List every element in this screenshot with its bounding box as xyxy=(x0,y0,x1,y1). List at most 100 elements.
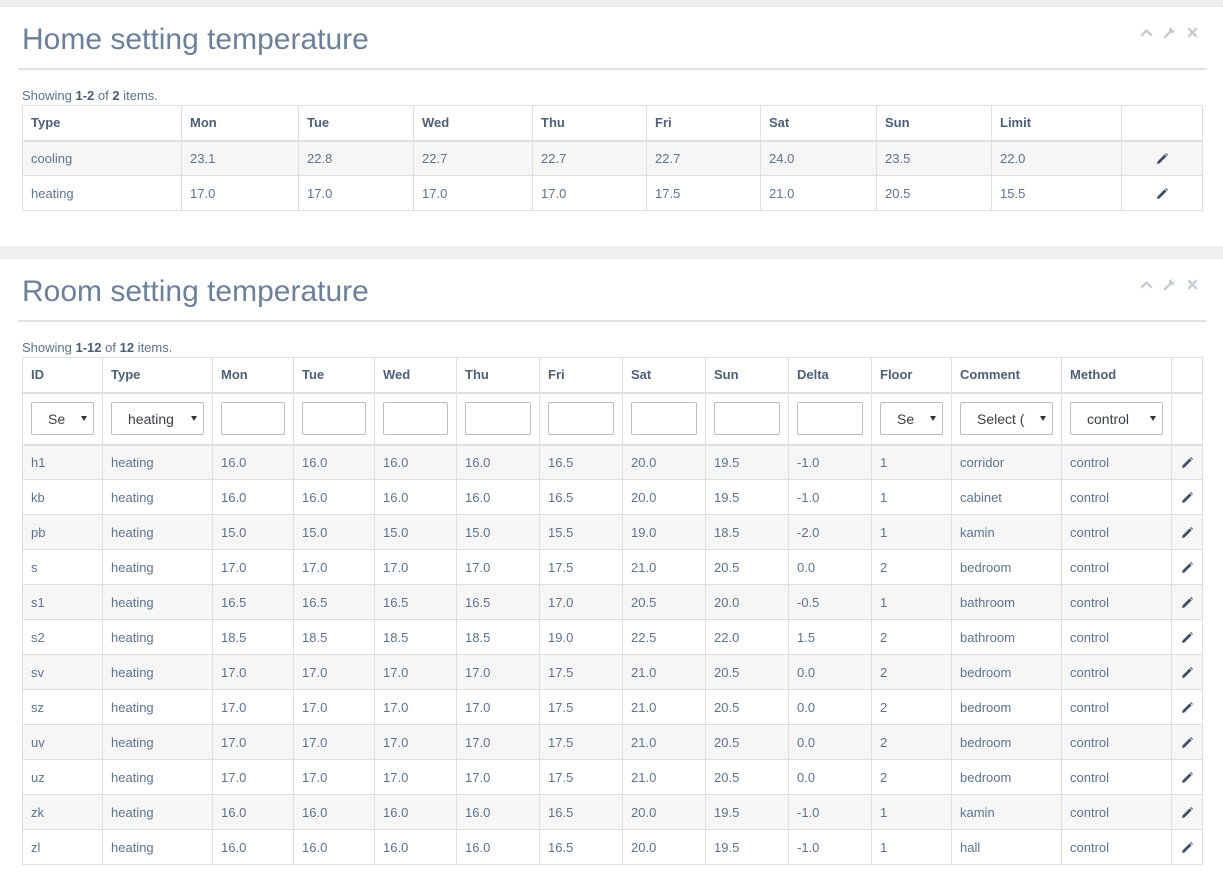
pencil-icon[interactable] xyxy=(1180,771,1194,785)
cell-sat: 20.5 xyxy=(622,584,706,620)
cell-wed: 16.0 xyxy=(374,829,457,865)
column-header-delta[interactable]: Delta xyxy=(788,357,872,394)
close-icon[interactable] xyxy=(1186,278,1199,291)
cell-floor: 1 xyxy=(871,479,952,515)
dropdown-arrow-icon xyxy=(191,416,197,421)
pencil-icon[interactable] xyxy=(1180,806,1194,820)
pencil-icon[interactable] xyxy=(1180,561,1194,575)
cell-type: heating xyxy=(102,794,213,830)
pencil-icon[interactable] xyxy=(1180,701,1194,715)
cell-delta: -1.0 xyxy=(788,829,872,865)
column-header-floor[interactable]: Floor xyxy=(871,357,952,394)
cell-thu: 17.0 xyxy=(456,549,540,585)
pencil-icon[interactable] xyxy=(1155,152,1169,166)
cell-thu: 22.7 xyxy=(532,140,647,176)
cell-fri: 22.7 xyxy=(646,140,761,176)
column-header-comment[interactable]: Comment xyxy=(951,357,1062,394)
column-header-tue[interactable]: Tue xyxy=(298,105,414,142)
pencil-icon[interactable] xyxy=(1180,666,1194,680)
cell-tue: 16.0 xyxy=(293,479,375,515)
column-header-id[interactable]: ID xyxy=(22,357,103,394)
cell-sun: 23.5 xyxy=(876,140,992,176)
id-filter-select[interactable]: Se xyxy=(31,402,94,435)
pencil-icon[interactable] xyxy=(1180,841,1194,855)
tue-filter-input[interactable] xyxy=(302,402,366,435)
column-header-tue[interactable]: Tue xyxy=(293,357,375,394)
chevron-up-icon[interactable] xyxy=(1140,26,1153,39)
pencil-icon[interactable] xyxy=(1155,187,1169,201)
column-header-method[interactable]: Method xyxy=(1061,357,1172,394)
column-header-type[interactable]: Type xyxy=(102,357,213,394)
cell-delta: 0.0 xyxy=(788,759,872,795)
wrench-icon[interactable] xyxy=(1163,278,1176,291)
cell-floor: 2 xyxy=(871,759,952,795)
id-filter-value: Se xyxy=(48,411,66,427)
pencil-icon[interactable] xyxy=(1180,596,1194,610)
cell-mon: 16.0 xyxy=(212,444,294,480)
method-filter-select[interactable]: control xyxy=(1070,402,1163,435)
cell-comment: cabinet xyxy=(951,479,1062,515)
type-filter-select[interactable]: heating xyxy=(111,402,204,435)
sun-filter-input[interactable] xyxy=(714,402,780,435)
chevron-up-icon[interactable] xyxy=(1140,278,1153,291)
column-header-sat[interactable]: Sat xyxy=(622,357,706,394)
pencil-icon[interactable] xyxy=(1180,526,1194,540)
cell-thu: 17.0 xyxy=(456,724,540,760)
delta-filter-input[interactable] xyxy=(797,402,863,435)
column-header-fri[interactable]: Fri xyxy=(646,105,761,142)
column-header-sun[interactable]: Sun xyxy=(705,357,789,394)
edit-cell xyxy=(1171,794,1203,830)
cell-fri: 17.0 xyxy=(539,584,623,620)
edit-cell xyxy=(1121,175,1203,211)
thu-filter-input[interactable] xyxy=(465,402,531,435)
cell-sun: 20.5 xyxy=(705,549,789,585)
cell-fri: 16.5 xyxy=(539,829,623,865)
cell-comment: bedroom xyxy=(951,654,1062,690)
column-header-sat[interactable]: Sat xyxy=(760,105,877,142)
cell-floor: 2 xyxy=(871,549,952,585)
cell-mon: 15.0 xyxy=(212,514,294,550)
cell-fri: 16.5 xyxy=(539,444,623,480)
pencil-icon[interactable] xyxy=(1180,491,1194,505)
cell-thu: 17.0 xyxy=(456,759,540,795)
cell-floor: 1 xyxy=(871,444,952,480)
column-header-fri[interactable]: Fri xyxy=(539,357,623,394)
column-header-thu[interactable]: Thu xyxy=(532,105,647,142)
column-header-type[interactable]: Type xyxy=(22,105,182,142)
column-header-wed[interactable]: Wed xyxy=(374,357,457,394)
comment-filter-select[interactable]: Select ( xyxy=(960,402,1053,435)
column-header-sun[interactable]: Sun xyxy=(876,105,992,142)
cell-sun: 20.5 xyxy=(705,654,789,690)
sat-filter-input[interactable] xyxy=(631,402,697,435)
column-header-wed[interactable]: Wed xyxy=(413,105,533,142)
column-header-limit[interactable]: Limit xyxy=(991,105,1122,142)
cell-fri: 16.5 xyxy=(539,794,623,830)
cell-method: control xyxy=(1061,514,1172,550)
cell-tue: 16.0 xyxy=(293,444,375,480)
pencil-icon[interactable] xyxy=(1180,456,1194,470)
pencil-icon[interactable] xyxy=(1180,631,1194,645)
wrench-icon[interactable] xyxy=(1163,26,1176,39)
mon-filter-input[interactable] xyxy=(221,402,285,435)
cell-wed: 16.5 xyxy=(374,584,457,620)
filter-cell-wed xyxy=(374,392,457,446)
fri-filter-input[interactable] xyxy=(548,402,614,435)
cell-thu: 16.0 xyxy=(456,794,540,830)
cell-sat: 21.0 xyxy=(622,689,706,725)
column-header-thu[interactable]: Thu xyxy=(456,357,540,394)
cell-sat: 21.0 xyxy=(622,654,706,690)
floor-filter-select[interactable]: Se xyxy=(880,402,943,435)
filter-cell-comment: Select ( xyxy=(951,392,1062,446)
close-icon[interactable] xyxy=(1186,26,1199,39)
column-header-mon[interactable]: Mon xyxy=(212,357,294,394)
table-row: cooling 23.1 22.8 22.7 22.7 22.7 24.0 23.5 22.0 xyxy=(22,140,1203,176)
column-header-mon[interactable]: Mon xyxy=(181,105,299,142)
edit-cell xyxy=(1171,724,1203,760)
cell-mon: 17.0 xyxy=(212,654,294,690)
cell-sat: 22.5 xyxy=(622,619,706,655)
cell-type: heating xyxy=(102,689,213,725)
cell-type: heating xyxy=(102,444,213,480)
pencil-icon[interactable] xyxy=(1180,736,1194,750)
wed-filter-input[interactable] xyxy=(383,402,448,435)
panel-toolbar xyxy=(1140,278,1199,291)
